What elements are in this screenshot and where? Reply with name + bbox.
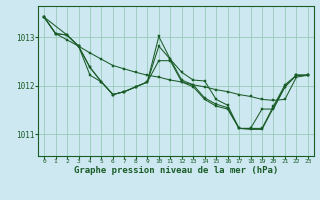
X-axis label: Graphe pression niveau de la mer (hPa): Graphe pression niveau de la mer (hPa) [74,166,278,175]
